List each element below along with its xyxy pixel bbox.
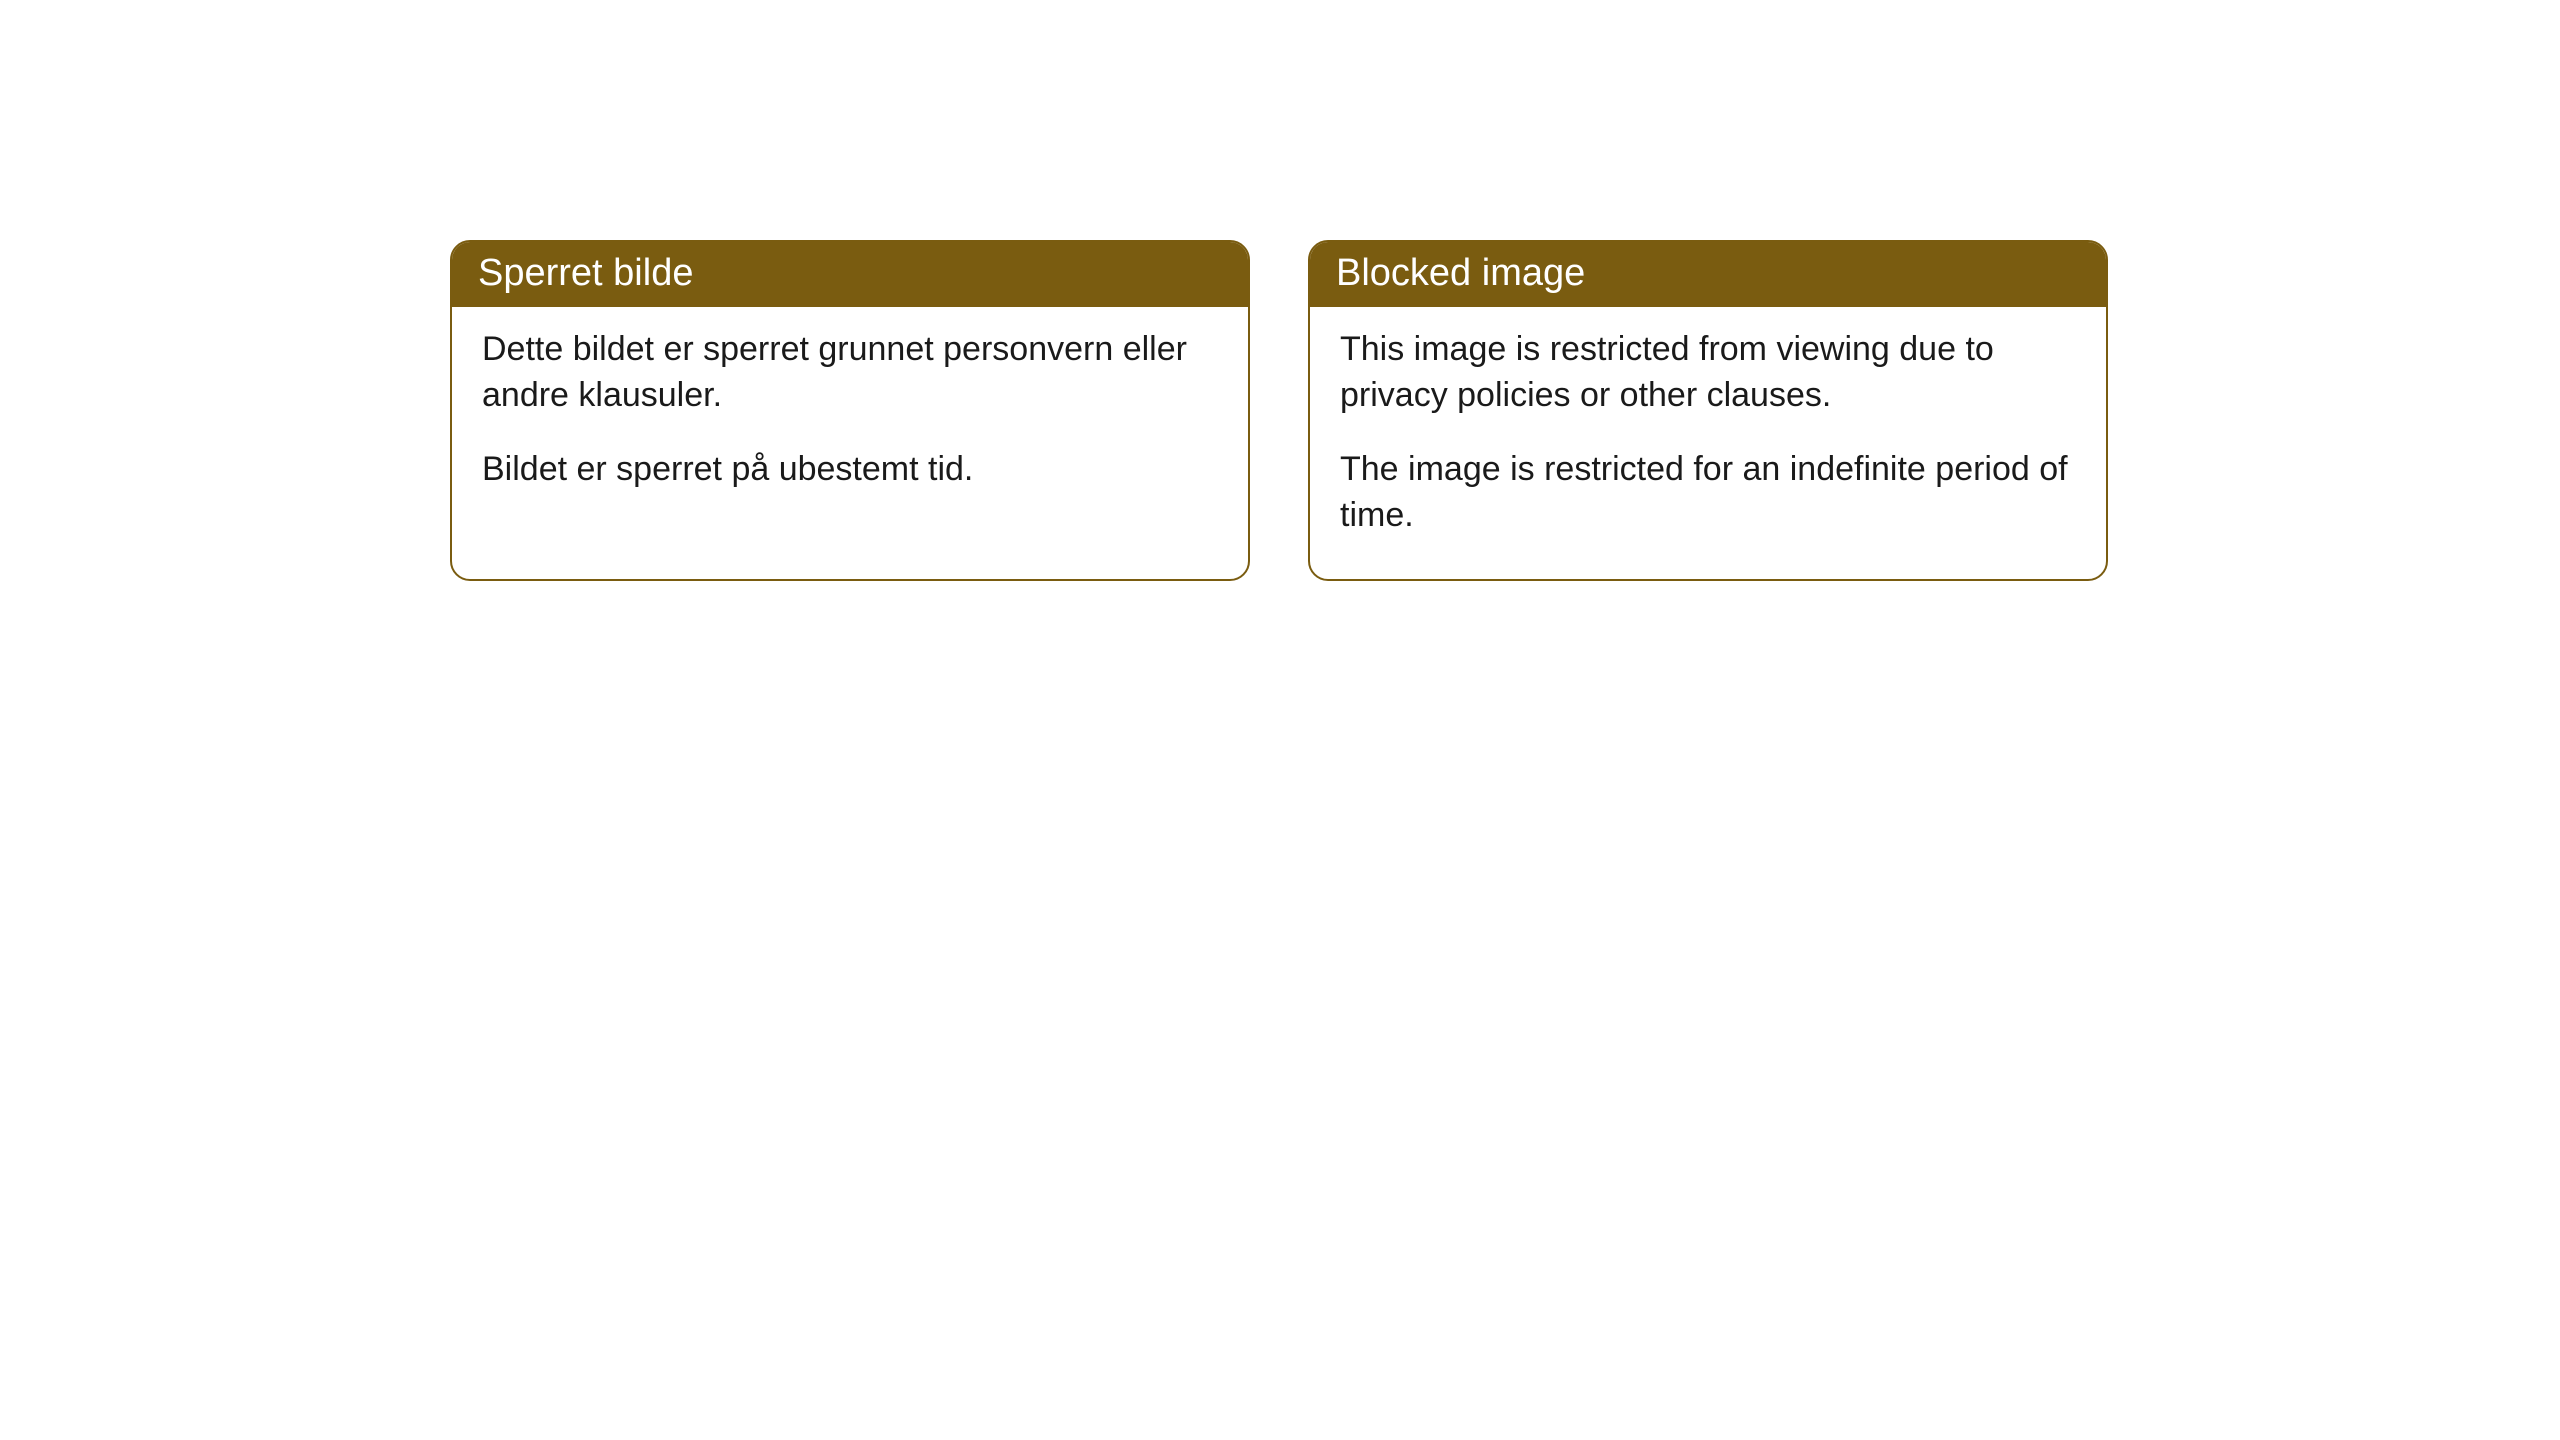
card-paragraph-en-1: This image is restricted from viewing du…	[1340, 327, 2076, 419]
notice-cards-container: Sperret bilde Dette bildet er sperret gr…	[450, 240, 2108, 581]
card-paragraph-no-1: Dette bildet er sperret grunnet personve…	[482, 327, 1218, 419]
blocked-image-card-en: Blocked image This image is restricted f…	[1308, 240, 2108, 581]
card-paragraph-en-2: The image is restricted for an indefinit…	[1340, 447, 2076, 539]
card-header-en: Blocked image	[1310, 242, 2106, 307]
blocked-image-card-no: Sperret bilde Dette bildet er sperret gr…	[450, 240, 1250, 581]
card-body-en: This image is restricted from viewing du…	[1310, 307, 2106, 579]
card-header-no: Sperret bilde	[452, 242, 1248, 307]
card-body-no: Dette bildet er sperret grunnet personve…	[452, 307, 1248, 533]
card-paragraph-no-2: Bildet er sperret på ubestemt tid.	[482, 447, 1218, 493]
